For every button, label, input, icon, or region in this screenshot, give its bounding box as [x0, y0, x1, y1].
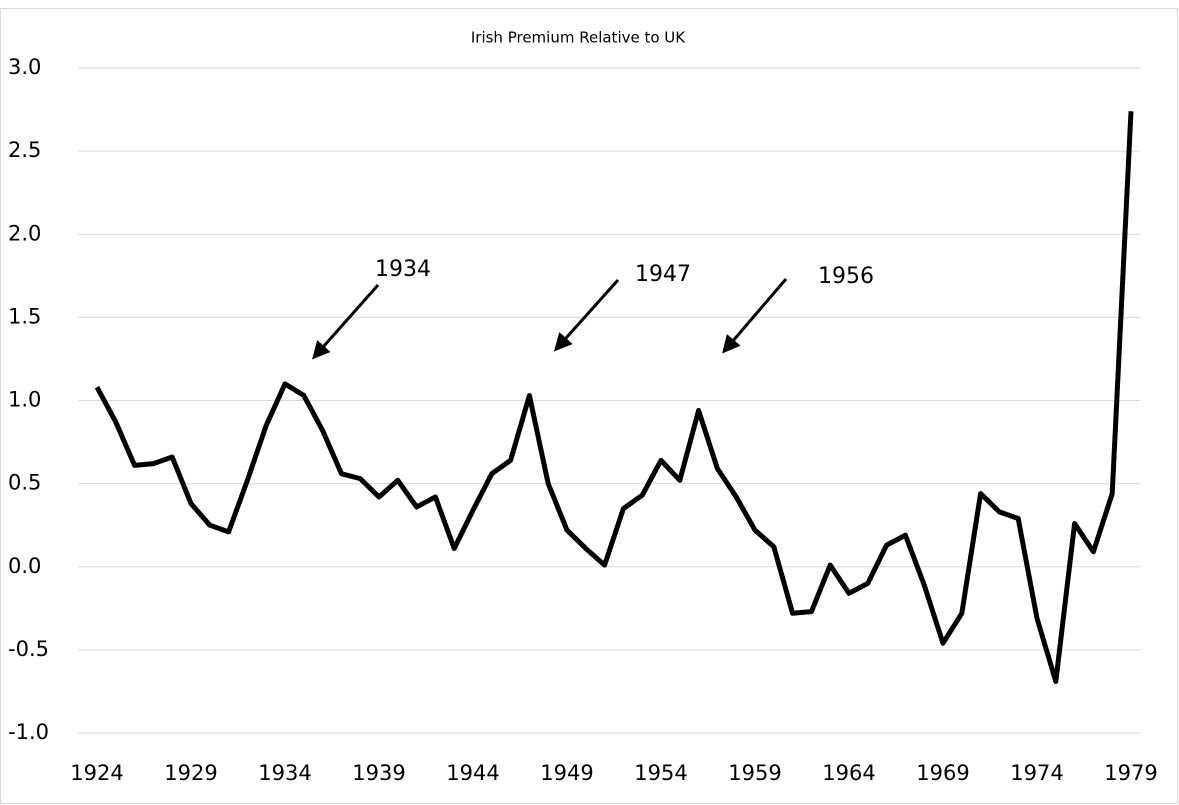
annotation-label: 1947: [635, 262, 691, 287]
x-tick-label: 1949: [540, 761, 593, 785]
annotation-arrow: [312, 284, 380, 360]
x-tick-label: 1924: [70, 761, 123, 785]
data-line: [94, 111, 1134, 684]
x-tick-label: 1934: [258, 761, 311, 785]
x-tick-label: 1969: [916, 761, 969, 785]
y-tick-label: 1.0: [8, 388, 41, 412]
y-tick-label: 0.5: [8, 471, 41, 495]
y-tick-label: -0.5: [8, 637, 49, 661]
y-tick-label: 2.0: [8, 221, 41, 245]
annotation-arrow: [553, 278, 620, 352]
chart-frame: [0, 8, 1178, 804]
chart-title: Irish Premium Relative to UK: [471, 29, 686, 47]
annotation-arrow: [722, 278, 788, 354]
x-tick-label: 1959: [728, 761, 781, 785]
x-tick-label: 1939: [352, 761, 405, 785]
y-tick-label: 3.0: [8, 55, 41, 79]
y-tick-label: 0.0: [8, 554, 41, 578]
x-tick-label: 1929: [164, 761, 217, 785]
annotation-label: 1934: [375, 257, 431, 282]
x-tick-label: 1944: [446, 761, 499, 785]
x-tick-label: 1979: [1104, 761, 1157, 785]
x-tick-label: 1954: [634, 761, 687, 785]
x-tick-label: 1974: [1010, 761, 1063, 785]
y-tick-label: 2.5: [8, 138, 41, 162]
y-tick-label: 1.5: [8, 304, 41, 328]
annotation-label: 1956: [818, 264, 874, 289]
y-tick-label: -1.0: [8, 720, 49, 744]
x-tick-label: 1964: [822, 761, 875, 785]
